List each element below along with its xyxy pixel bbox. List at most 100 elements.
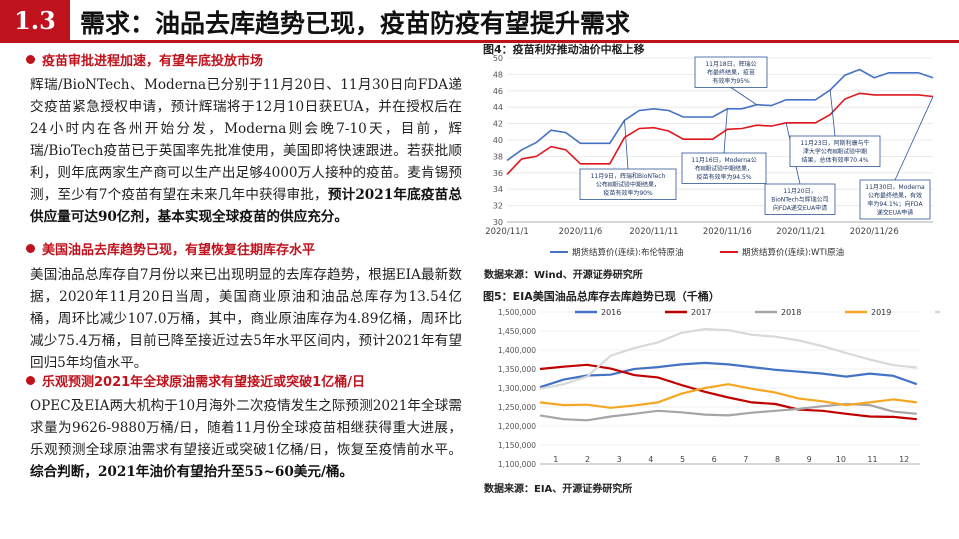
- x-tick-label: 7: [743, 455, 748, 464]
- x-tick-label: 9: [807, 455, 812, 464]
- paragraph-1: 辉瑞/BioNTech、Moderna已分别于11月20日、11月30日向FDA…: [30, 74, 462, 228]
- heading-text: 疫苗审批进程加速，有望年底投放市场: [42, 54, 264, 69]
- annotation-text: 11月23日，阿斯利康与牛: [800, 139, 869, 147]
- x-tick-label: 3: [617, 455, 622, 464]
- legend-label: 期货结算价(连续):布伦特原油: [572, 247, 684, 258]
- header-rule: [0, 40, 959, 43]
- annotation-text: 有效率为95%: [712, 77, 750, 85]
- paragraph-bold-text: 综合判断，2021年油价有望抬升至55~60美元/桶。: [30, 464, 354, 480]
- heading-text: 美国油品去库趋势已现，有望恢复往期库存水平: [42, 243, 316, 258]
- x-tick-label: 2020/11/6: [559, 227, 603, 237]
- annotation-text: 递交EUA申请: [877, 209, 913, 217]
- annotation-text: 津大学公布Ⅲ期试验中期: [803, 148, 867, 156]
- page-title: 需求：油品去库趋势已现，疫苗防疫有望提升需求: [80, 9, 631, 38]
- x-tick-label: 2: [585, 455, 590, 464]
- annotation-box: [789, 135, 881, 167]
- annotation-text: 布最终结果，疫苗: [707, 69, 755, 77]
- annotation-leader: [723, 108, 728, 154]
- x-tick-label: 1: [553, 455, 558, 464]
- oil-price-chart: 30 32 34 36 38 40 42 44 46 48 50 2020/11/1 2020/11/6…: [485, 54, 934, 258]
- y-tick-label: 36: [493, 169, 503, 178]
- annotation-box: [859, 179, 931, 220]
- x-tick-label: 4: [648, 455, 653, 464]
- bullet-heading-1: 疫苗审批进程加速，有望年底投放市场: [26, 50, 263, 69]
- y-tick-label: 48: [493, 70, 503, 79]
- series-line-2016: [539, 361, 918, 389]
- annotation-text: BioNTech与辉瑞公司: [771, 196, 828, 204]
- series-line-2020: [539, 327, 917, 390]
- y-tick-label: 38: [493, 152, 503, 161]
- x-tick-label: 2020/11/11: [629, 227, 678, 237]
- paragraph-bold-text: 预计2021年底疫苗总供应量可达90亿剂，基本实现全球疫苗的供应充分。: [30, 187, 462, 225]
- y-tick-label: 1,450,000: [498, 327, 536, 336]
- series-line-2017: [539, 363, 917, 421]
- figure4-source: 数据来源：Wind、开源证券研究所: [484, 270, 643, 281]
- paragraph-text: 美国油品总库存自7月份以来已出现明显的去库存趋势，根据EIA最新数据，2020年…: [30, 267, 462, 371]
- figure5-source: 数据来源：EIA、开源证券研究所: [484, 484, 633, 495]
- y-tick-label: 34: [493, 185, 503, 194]
- y-tick-label: 46: [493, 87, 503, 96]
- annotation-text: 11月30日，Moderna: [865, 184, 925, 191]
- legend-label: 期货结算价(连续):WTI原油: [742, 247, 844, 258]
- legend-label: 2016: [601, 308, 621, 317]
- heading-text: 乐观预测2021年全球原油需求有望接近或突破1亿桶/日: [42, 375, 365, 390]
- annotation-text: 疫苗有效率为90%: [603, 189, 653, 197]
- figure5-title: 图5：EIA美国油品总库存去库趋势已现（千桶）: [483, 290, 720, 303]
- y-tick-label: 32: [493, 202, 503, 211]
- paragraph-text: OPEC及EIA两大机构于10月海外二次疫情发生之际预测2021年全球需求量为9…: [30, 398, 462, 458]
- bullet-dot-icon: [26, 55, 35, 64]
- series-line-2019: [539, 383, 917, 409]
- y-tick-label: 40: [493, 136, 503, 145]
- x-tick-label: 2020/11/21: [776, 227, 825, 237]
- annotation-text: 布Ⅲ期试验中期结果，: [695, 165, 753, 173]
- annotation-text: 11月18日，辉瑞公: [705, 60, 756, 68]
- annotation-text: 11月9日，辉瑞和BioNTech: [591, 172, 666, 180]
- y-tick-label: 1,100,000: [498, 460, 536, 469]
- y-tick-label: 1,300,000: [498, 384, 536, 393]
- legend-label: 2018: [781, 308, 801, 317]
- y-tick-label: 42: [493, 120, 503, 129]
- legend-label: 2017: [691, 308, 711, 317]
- header: 1.3 需求：油品去库趋势已现，疫苗防疫有望提升需求: [0, 0, 959, 44]
- legend-label: 2019: [871, 308, 891, 317]
- paragraph-2: 美国油品总库存自7月份以来已出现明显的去库存趋势，根据EIA最新数据，2020年…: [30, 264, 462, 374]
- annotation-leader: [730, 87, 757, 106]
- annotation-box: [579, 168, 677, 200]
- x-tick-label: 10: [836, 455, 846, 464]
- annotation-text: 公布Ⅲ期试验中期结果，: [596, 181, 660, 189]
- y-tick-label: 44: [493, 103, 503, 112]
- y-tick-label: 30: [493, 218, 503, 227]
- bullet-dot-icon: [26, 244, 35, 253]
- annotation-box: [681, 152, 767, 184]
- y-tick-label: 1,350,000: [498, 365, 536, 374]
- x-tick-label: 5: [680, 455, 685, 464]
- annotation-text: 结果，总体有效率70.4%: [801, 156, 868, 164]
- annotation-leader: [829, 89, 836, 137]
- inventory-chart: 1,100,000 1,150,000 1,200,000 1,250,000 1,30…: [498, 308, 940, 469]
- annotation-leader: [624, 120, 629, 170]
- section-number: 1.3: [0, 0, 70, 40]
- annotation-box: [764, 183, 836, 215]
- x-tick-label: 2020/11/1: [485, 227, 529, 237]
- y-tick-label: 1,250,000: [498, 403, 536, 412]
- series-line-brent: [506, 68, 934, 162]
- figure4-title: 图4：疫苗利好推动油价中枢上移: [483, 43, 645, 56]
- annotation-text: 11月16日，Moderna公: [691, 157, 756, 164]
- x-tick-label: 2020/11/16: [703, 227, 752, 237]
- annotation-text: 向FDA递交EUA申请: [773, 204, 827, 212]
- x-tick-label: 12: [899, 455, 909, 464]
- annotation-leader: [894, 96, 934, 181]
- y-tick-label: 50: [493, 54, 503, 63]
- series-line-wti: [506, 92, 934, 175]
- paragraph-text: 辉瑞/BioNTech、Moderna已分别于11月20日、11月30日向FDA…: [30, 77, 462, 203]
- bullet-dot-icon: [26, 376, 35, 385]
- bullet-heading-3: 乐观预测2021年全球原油需求有望接近或突破1亿桶/日: [26, 371, 365, 390]
- annotation-text: 疫苗有效率为94.5%: [696, 173, 751, 181]
- x-tick-label: 8: [775, 455, 780, 464]
- annotation-text: 公布最终结果，有效: [868, 192, 922, 200]
- x-tick-label: 6: [712, 455, 717, 464]
- paragraph-3: OPEC及EIA两大机构于10月海外二次疫情发生之际预测2021年全球需求量为9…: [30, 395, 462, 483]
- x-tick-label: 2020/11/26: [850, 227, 899, 237]
- y-tick-label: 1,400,000: [498, 346, 536, 355]
- y-tick-label: 1,500,000: [498, 308, 536, 317]
